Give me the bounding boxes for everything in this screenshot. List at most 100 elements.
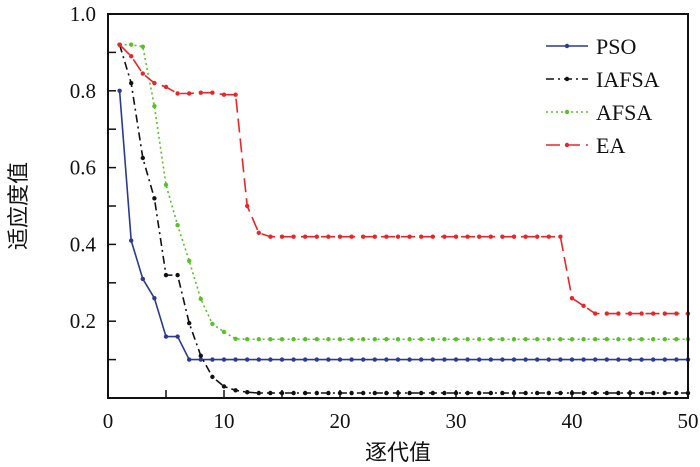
data-point <box>535 390 540 396</box>
data-point <box>140 71 145 76</box>
x-tick-label: 10 <box>214 409 235 433</box>
data-point <box>604 390 609 396</box>
data-point <box>546 234 551 239</box>
data-point <box>117 42 122 47</box>
data-point <box>639 337 644 342</box>
data-point <box>488 234 493 239</box>
data-point <box>245 203 250 209</box>
data-point <box>256 230 261 236</box>
data-point <box>477 357 482 362</box>
data-point <box>395 234 401 239</box>
data-point <box>152 196 157 201</box>
data-point <box>140 276 145 282</box>
data-point <box>372 337 377 342</box>
data-point <box>361 390 366 396</box>
data-point <box>303 234 308 239</box>
data-point <box>523 337 528 342</box>
legend-item-iafsa: IAFSA <box>546 67 660 92</box>
legend-marker <box>564 142 570 148</box>
data-point <box>129 54 134 59</box>
data-point <box>291 390 296 396</box>
data-point <box>500 390 505 396</box>
data-point <box>210 357 215 362</box>
data-point <box>593 311 598 316</box>
data-point <box>407 337 412 342</box>
legend-label: IAFSA <box>596 67 660 92</box>
data-point <box>535 357 540 362</box>
data-point <box>175 334 180 339</box>
data-point <box>326 390 331 396</box>
data-point <box>372 234 377 239</box>
data-point <box>349 390 354 396</box>
data-point <box>674 311 679 316</box>
legend-label: EA <box>596 133 625 158</box>
data-point <box>627 357 633 362</box>
data-point <box>384 337 389 342</box>
data-point <box>442 337 447 342</box>
data-point <box>662 390 667 396</box>
data-point <box>662 357 667 362</box>
data-point <box>314 337 319 342</box>
data-point <box>477 337 482 342</box>
data-point <box>593 337 598 342</box>
x-tick-label: 0 <box>103 409 114 433</box>
data-point <box>477 234 482 239</box>
data-point <box>407 357 412 362</box>
data-point <box>419 234 424 239</box>
data-point <box>546 390 551 396</box>
data-point <box>604 337 609 342</box>
data-point <box>581 337 586 342</box>
data-point <box>407 390 412 396</box>
data-point <box>268 357 273 362</box>
y-tick-label: 0.6 <box>70 156 96 180</box>
data-point <box>419 357 424 362</box>
data-point <box>268 390 273 396</box>
data-point <box>419 390 424 396</box>
data-point <box>639 390 644 396</box>
data-point <box>198 90 203 95</box>
data-point <box>129 80 134 86</box>
data-point <box>430 337 435 342</box>
data-point <box>616 311 621 316</box>
data-point <box>349 337 354 342</box>
data-point <box>558 337 563 342</box>
data-point <box>395 357 401 362</box>
series-ea <box>117 42 691 316</box>
data-point <box>140 155 145 161</box>
data-point <box>198 296 203 302</box>
data-point <box>662 337 667 342</box>
data-point <box>384 390 389 396</box>
data-point <box>152 80 157 86</box>
data-point <box>187 91 192 96</box>
data-point <box>152 103 157 109</box>
data-point <box>442 390 447 396</box>
legend-label: AFSA <box>596 100 652 125</box>
data-point <box>488 357 493 362</box>
data-point <box>221 384 227 389</box>
data-point <box>245 357 250 362</box>
data-point <box>546 337 551 342</box>
data-point <box>361 234 366 239</box>
data-point <box>593 390 598 396</box>
data-point <box>337 337 343 342</box>
data-point <box>488 337 493 342</box>
data-point <box>245 337 250 342</box>
data-point <box>616 337 621 342</box>
data-point <box>175 91 180 96</box>
data-point <box>627 337 633 342</box>
series-line <box>118 44 688 394</box>
data-point <box>326 234 331 239</box>
x-axis-label: 逐代值 <box>365 441 431 466</box>
data-point <box>453 234 459 239</box>
legend-marker <box>564 43 570 49</box>
data-point <box>465 234 470 239</box>
ticks-layer: 0 10 20 30 40 50 0.2 0.4 0.6 0.8 1.0 <box>70 2 699 433</box>
x-tick-label: 20 <box>330 409 351 433</box>
data-point <box>593 357 598 362</box>
data-point <box>627 311 633 316</box>
data-point <box>453 337 459 342</box>
legend-marker <box>564 76 570 82</box>
data-point <box>187 258 192 264</box>
data-point <box>372 390 377 396</box>
